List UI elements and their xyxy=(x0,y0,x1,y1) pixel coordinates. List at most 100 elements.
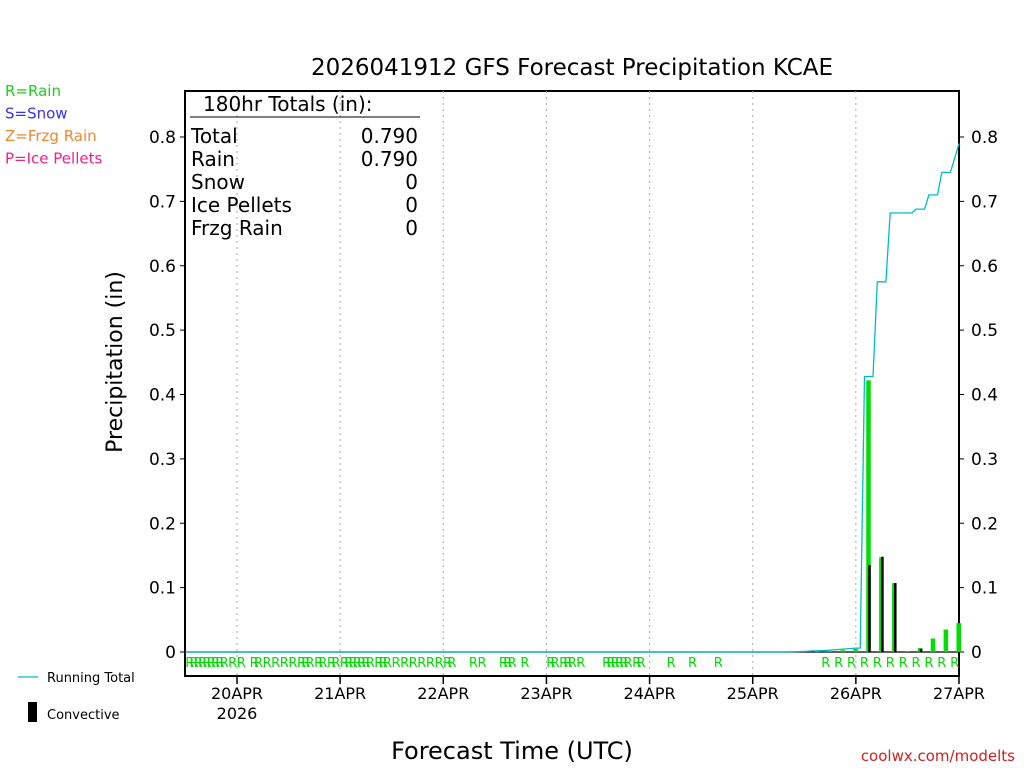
ptype-legend-item: P=Ice Pellets xyxy=(5,150,102,168)
totals-row-label: Ice Pellets xyxy=(191,193,292,217)
ptype-marker: R xyxy=(667,656,676,671)
totals-row-value: 0 xyxy=(405,170,418,194)
y-ticks: 0 00.1 0.10.2 0.20.3 0.30.4 0.40.5 0.50.6 0.60.… xyxy=(149,128,998,663)
ptype-marker: R xyxy=(228,656,237,671)
convective-bar xyxy=(919,648,923,652)
ptype-marker: R xyxy=(306,656,315,671)
ptype-marker: R xyxy=(937,656,946,671)
y-axis-label: Precipitation (in) xyxy=(103,271,128,453)
totals-rows: Total 0.790 Rain 0.790 Snow 0 Ice Pellets 0 Frzg… xyxy=(190,124,418,240)
chart-title: 2026041912 GFS Forecast Precipitation KC… xyxy=(311,55,833,81)
y-tick-label-right: 0.3 xyxy=(971,450,998,470)
ptype-marker: R xyxy=(409,656,418,671)
precip-bar xyxy=(943,629,949,652)
x-tick-label: 25APR xyxy=(727,684,779,703)
precip-bar xyxy=(814,651,820,652)
x-tick-label: 21APR xyxy=(314,684,366,703)
totals-row-value: 0.790 xyxy=(361,147,418,171)
running-total-legend-label: Running Total xyxy=(47,671,135,686)
ptype-marker: R xyxy=(520,656,529,671)
y-tick-label-right: 0.1 xyxy=(971,579,998,599)
ptype-marker: R xyxy=(340,656,349,671)
y-tick-label-left: 0.1 xyxy=(149,579,176,599)
convective-legend-swatch xyxy=(28,702,37,722)
ptype-marker: R xyxy=(477,656,486,671)
ptype-marker: R xyxy=(215,656,224,671)
ptype-marker: R xyxy=(190,656,199,671)
ptype-marker: R xyxy=(632,656,641,671)
ptype-marker: R xyxy=(551,656,560,671)
y-tick-label-left: 0.5 xyxy=(149,321,176,341)
ptype-marker: R xyxy=(434,656,443,671)
x-axis-label: Forecast Time (UTC) xyxy=(391,737,633,765)
ptype-marker: R xyxy=(447,656,456,671)
ptype-marker: R xyxy=(576,656,585,671)
ptype-marker: R xyxy=(426,656,435,671)
ptype-marker: R xyxy=(357,656,366,671)
y-tick-label-right: 0.8 xyxy=(971,128,998,148)
x-tick-label: 24APR xyxy=(624,684,676,703)
ptype-marker: R xyxy=(211,656,220,671)
convective-bar xyxy=(881,556,884,652)
ptype-marker: R xyxy=(344,656,353,671)
precip-bar xyxy=(904,651,910,652)
precip-bar xyxy=(827,650,833,652)
ptype-marker: R xyxy=(185,656,194,671)
convective-legend-label: Convective xyxy=(47,708,120,723)
ptype-marker: R xyxy=(254,656,263,671)
ptype-marker: R xyxy=(924,656,933,671)
ptype-marker: R xyxy=(624,656,633,671)
totals-row-label: Frzg Rain xyxy=(191,216,283,240)
ptype-marker: R xyxy=(318,656,327,671)
precip-bar xyxy=(866,380,871,652)
y-tick-label-left: 0.3 xyxy=(149,450,176,470)
precip-bar xyxy=(956,623,961,652)
totals-row-label: Rain xyxy=(191,147,235,171)
ptype-marker: R xyxy=(503,656,512,671)
totals-box: 180hr Totals (in): Total 0.790 Rain 0.790 Sn… xyxy=(190,92,420,240)
y-tick-label-left: 0.8 xyxy=(149,128,176,148)
ptype-marker: R xyxy=(834,656,843,671)
ptype-marker: R xyxy=(611,656,620,671)
ptype-marker: R xyxy=(194,656,203,671)
y-tick-label-right: 0.5 xyxy=(971,321,998,341)
ptype-marker: R xyxy=(469,656,478,671)
ptype-marker: R xyxy=(250,656,259,671)
y-tick-label-right: 0.2 xyxy=(971,514,998,534)
ptype-marker: R xyxy=(912,656,921,671)
convective-bar xyxy=(894,583,897,652)
ptype-marker: R xyxy=(237,656,246,671)
ptype-marker: R xyxy=(220,656,229,671)
ptype-marker: R xyxy=(860,656,869,671)
precip-bar xyxy=(930,638,936,652)
ptype-marker: R xyxy=(873,656,882,671)
ptype-marker: R xyxy=(349,656,358,671)
totals-row-label: Snow xyxy=(191,170,245,194)
ptype-marker: R xyxy=(688,656,697,671)
ptype-marker: R xyxy=(619,656,628,671)
ptype-marker: R xyxy=(383,656,392,671)
ptype-legend-item: R=Rain xyxy=(5,82,61,100)
ptype-marker: R xyxy=(499,656,508,671)
running-total-line xyxy=(185,143,960,653)
ptype-marker: R xyxy=(899,656,908,671)
totals-row-value: 0 xyxy=(405,193,418,217)
convective-bars xyxy=(868,556,923,652)
ptype-marker: R xyxy=(366,656,375,671)
x-tick-label: 22APR xyxy=(417,684,469,703)
ptype-marker: R xyxy=(508,656,517,671)
ptype-marker: R xyxy=(361,656,370,671)
line-legend: Running Total Convective xyxy=(18,671,135,723)
totals-title: 180hr Totals (in): xyxy=(203,92,373,116)
y-tick-label-left: 0.4 xyxy=(149,386,176,406)
y-tick-label-left: 0.2 xyxy=(149,514,176,534)
totals-row-value: 0.790 xyxy=(361,124,418,148)
ptype-marker: R xyxy=(602,656,611,671)
totals-row-value: 0 xyxy=(405,216,418,240)
ptype-marker: R xyxy=(636,656,645,671)
y-tick-label-right: 0 xyxy=(971,643,982,663)
ptype-marker: R xyxy=(379,656,388,671)
convective-bar xyxy=(868,565,871,652)
